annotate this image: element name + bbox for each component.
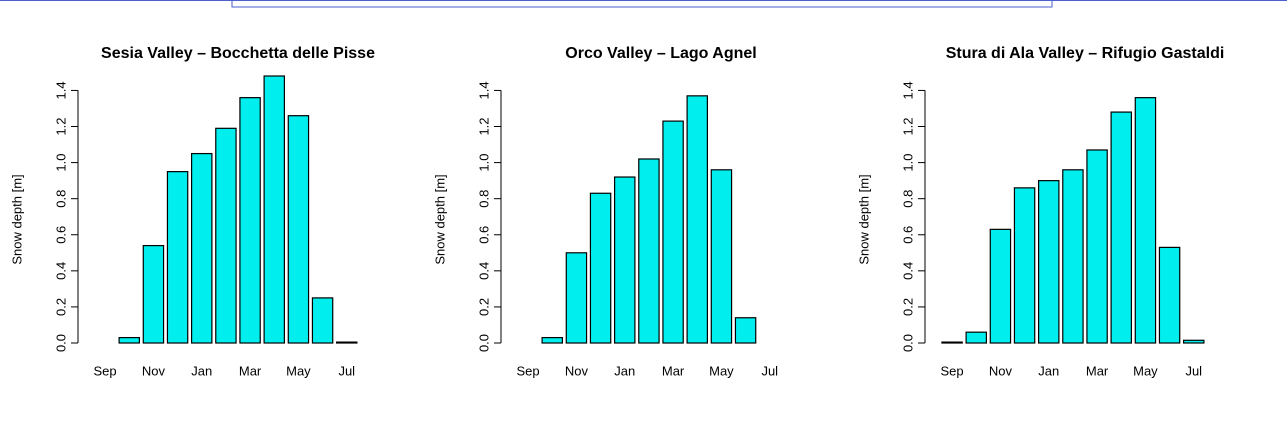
bar bbox=[613, 176, 636, 344]
x-tick-label: Jan bbox=[191, 363, 212, 378]
chart-title: Orco Valley – Lago Agnel bbox=[565, 45, 756, 62]
top-frame bbox=[231, 0, 1053, 8]
x-tick-label: May bbox=[286, 363, 311, 378]
y-tick-label: 1.2 bbox=[53, 117, 68, 135]
y-axis-label: Snow depth [m] bbox=[9, 174, 24, 264]
bar bbox=[662, 120, 684, 344]
y-tick-label: 1.0 bbox=[476, 154, 491, 172]
y-tick-label: 1.2 bbox=[900, 117, 915, 135]
bar bbox=[941, 341, 963, 344]
bar bbox=[287, 115, 310, 344]
x-tick-label: Nov bbox=[142, 363, 166, 378]
bar bbox=[638, 158, 660, 344]
y-tick-label: 1.0 bbox=[53, 154, 68, 172]
bar bbox=[589, 192, 612, 344]
x-tick-label: Nov bbox=[565, 363, 589, 378]
bar bbox=[1062, 169, 1084, 344]
bar bbox=[565, 252, 588, 344]
bar bbox=[336, 341, 358, 344]
bar bbox=[1134, 97, 1157, 344]
bar bbox=[1110, 111, 1132, 344]
y-tick-label: 1.4 bbox=[53, 81, 68, 99]
bar bbox=[1037, 180, 1060, 344]
y-tick-label: 0.6 bbox=[476, 226, 491, 244]
bar bbox=[191, 152, 213, 344]
y-tick-label: 0.2 bbox=[53, 298, 68, 316]
bar bbox=[239, 97, 261, 344]
y-tick-label: 0.8 bbox=[900, 190, 915, 208]
y-tick-label: 0.0 bbox=[900, 334, 915, 352]
x-tick-label: Jul bbox=[761, 363, 778, 378]
y-tick-label: 0.2 bbox=[476, 298, 491, 316]
x-tick-label: Nov bbox=[989, 363, 1013, 378]
y-tick-label: 0.0 bbox=[476, 334, 491, 352]
bar bbox=[311, 297, 334, 344]
y-tick-label: 1.4 bbox=[900, 81, 915, 99]
y-tick-label: 1.0 bbox=[900, 154, 915, 172]
y-tick-label: 0.4 bbox=[476, 262, 491, 280]
x-tick-label: Mar bbox=[239, 363, 262, 378]
bar bbox=[166, 171, 189, 344]
bar bbox=[215, 127, 237, 344]
bar bbox=[1086, 149, 1108, 344]
x-tick-label: Jul bbox=[1185, 363, 1202, 378]
bar bbox=[118, 336, 140, 344]
chart-title: Stura di Ala Valley – Rifugio Gastaldi bbox=[946, 45, 1225, 62]
y-tick-label: 0.8 bbox=[53, 190, 68, 208]
bar bbox=[686, 95, 708, 344]
x-tick-label: Jul bbox=[338, 363, 355, 378]
bar bbox=[1182, 339, 1205, 344]
y-tick-label: 1.2 bbox=[476, 117, 491, 135]
x-tick-label: May bbox=[1133, 363, 1158, 378]
x-tick-label: Sep bbox=[941, 363, 964, 378]
bar bbox=[263, 75, 286, 344]
x-tick-label: Sep bbox=[94, 363, 117, 378]
bar bbox=[989, 228, 1012, 344]
x-tick-label: Mar bbox=[1086, 363, 1109, 378]
bar bbox=[734, 317, 757, 344]
bar bbox=[1013, 187, 1036, 344]
y-tick-label: 0.2 bbox=[900, 298, 915, 316]
bar bbox=[1158, 246, 1181, 344]
y-axis-label: Snow depth [m] bbox=[432, 174, 447, 264]
y-tick-label: 0.6 bbox=[53, 226, 68, 244]
y-tick-label: 0.8 bbox=[476, 190, 491, 208]
bar bbox=[142, 244, 165, 344]
y-tick-label: 0.4 bbox=[53, 262, 68, 280]
x-tick-label: Jan bbox=[614, 363, 635, 378]
bar bbox=[541, 336, 563, 344]
x-tick-label: Mar bbox=[662, 363, 685, 378]
bar bbox=[965, 331, 987, 344]
y-tick-label: 0.6 bbox=[900, 226, 915, 244]
bar bbox=[710, 169, 733, 344]
y-tick-label: 0.4 bbox=[900, 262, 915, 280]
y-axis-label: Snow depth [m] bbox=[856, 174, 871, 264]
x-tick-label: Jan bbox=[1038, 363, 1059, 378]
chart-title: Sesia Valley – Bocchetta delle Pisse bbox=[101, 45, 375, 62]
y-tick-label: 1.4 bbox=[476, 81, 491, 99]
x-tick-label: Sep bbox=[517, 363, 540, 378]
x-tick-label: May bbox=[709, 363, 734, 378]
y-tick-label: 0.0 bbox=[53, 334, 68, 352]
